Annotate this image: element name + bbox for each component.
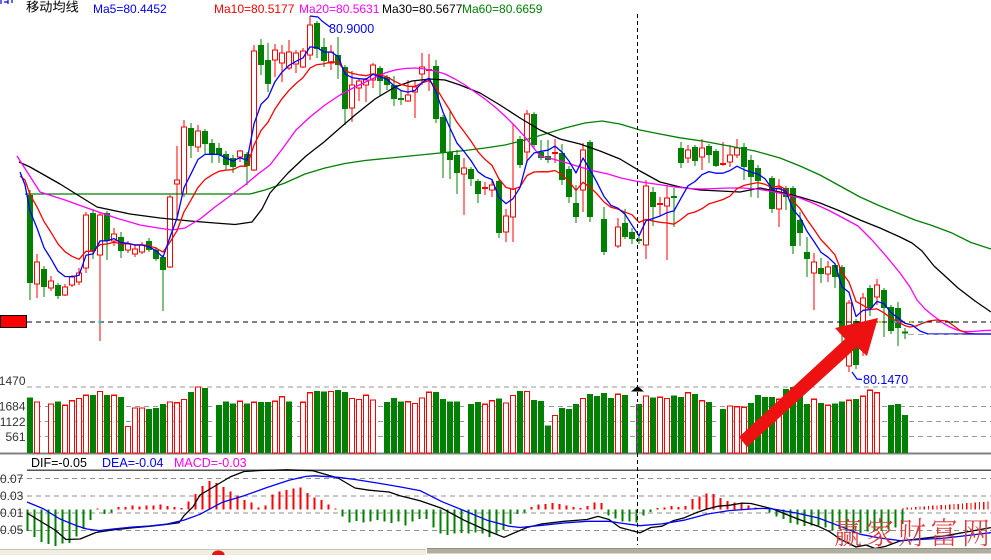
svg-text:MACD=-0.03: MACD=-0.03	[174, 456, 247, 470]
svg-text:Ma20=80.5631: Ma20=80.5631	[299, 2, 380, 16]
svg-text:DIF=-0.05: DIF=-0.05	[31, 456, 87, 470]
svg-text:Ma10=80.5177: Ma10=80.5177	[214, 2, 295, 16]
svg-text:Ma30=80.5677: Ma30=80.5677	[382, 2, 463, 16]
svg-text:561: 561	[5, 430, 25, 444]
svg-text:1122: 1122	[0, 415, 26, 429]
svg-text:1684: 1684	[0, 400, 26, 414]
svg-text:Ma60=80.6659: Ma60=80.6659	[462, 2, 543, 16]
svg-text:DEA=-0.04: DEA=-0.04	[102, 456, 164, 470]
svg-text:0.05: 0.05	[0, 523, 24, 537]
svg-text:80.1470: 80.1470	[863, 373, 908, 387]
svg-text:0.01: 0.01	[0, 506, 24, 520]
svg-text:Ma5=80.4452: Ma5=80.4452	[93, 2, 167, 16]
svg-text:1470: 1470	[0, 374, 26, 388]
svg-text:80.9000: 80.9000	[329, 22, 374, 36]
svg-text:0.03: 0.03	[0, 489, 24, 503]
svg-text:0.07: 0.07	[0, 472, 24, 486]
